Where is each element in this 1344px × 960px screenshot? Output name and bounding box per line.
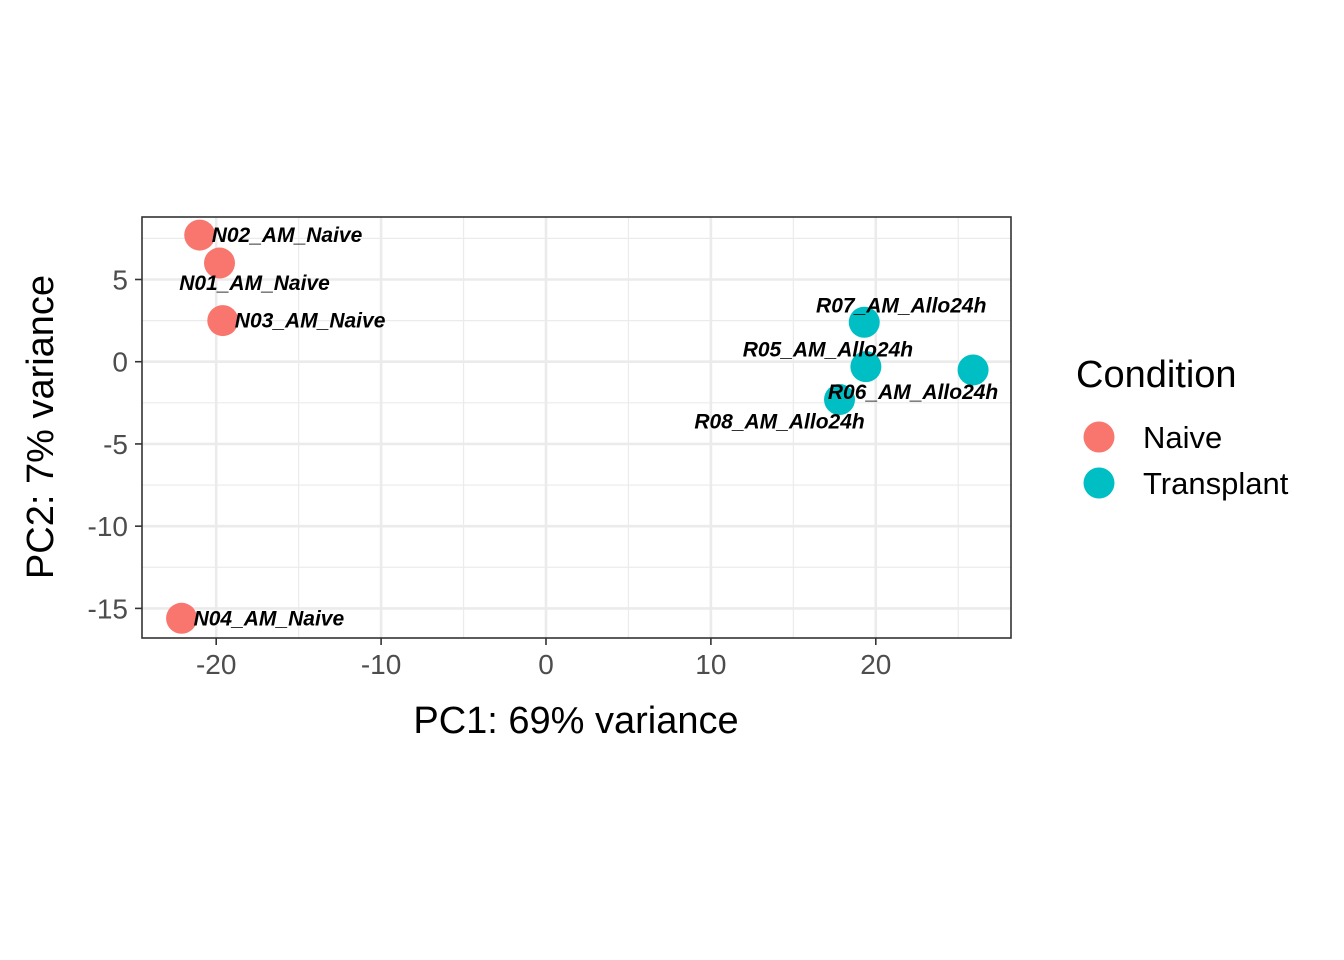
x-tick-label: 20 [860,649,891,680]
x-tick-label: -20 [196,649,236,680]
plot-panel-border [141,216,1012,639]
data-point [850,351,882,383]
x-axis-ticks: -20 -10 0 10 20 [196,638,891,680]
legend-key [1083,421,1115,453]
legend-label: Naive [1143,420,1222,455]
y-tick-label: -5 [103,429,128,460]
point-label: R08_AM_Allo24h [694,411,864,434]
y-tick-label: 0 [112,347,128,378]
data-point [207,305,239,337]
data-points [166,219,989,634]
y-axis-ticks: -15 -10 -5 0 5 [88,264,142,624]
point-label: N04_AM_Naive [194,607,345,630]
point-label: R07_AM_Allo24h [816,294,986,317]
legend-label: Transplant [1143,466,1289,501]
y-tick-label: -15 [88,593,128,624]
legend-title: Condition [1076,354,1237,396]
point-label: N01_AM_Naive [179,272,330,295]
x-axis-title: PC1: 69% variance [413,700,738,742]
y-axis-title: PC2: 7% variance [20,275,62,579]
data-point [824,384,856,416]
y-tick-label: 5 [112,264,128,295]
x-tick-label: 10 [695,649,726,680]
x-tick-label: -10 [361,649,401,680]
y-tick-label: -10 [88,511,128,542]
legend-items: Naive Transplant [1083,420,1289,501]
legend-key [1083,467,1115,499]
point-label: R05_AM_Allo24h [743,339,913,362]
data-point [848,306,880,338]
x-tick-label: 0 [538,649,554,680]
point-label: N03_AM_Naive [235,310,386,333]
point-label: R06_AM_Allo24h [828,381,998,404]
data-point [204,247,236,279]
data-point [957,354,989,386]
grid-minor [142,217,1011,638]
data-point [184,219,216,251]
legend: Condition Naive Transplant [1076,354,1289,501]
point-labels: N02_AM_Naive N01_AM_Naive N03_AM_Naive N04_… [179,224,998,630]
point-label: N02_AM_Naive [212,224,363,247]
data-point [166,602,198,634]
